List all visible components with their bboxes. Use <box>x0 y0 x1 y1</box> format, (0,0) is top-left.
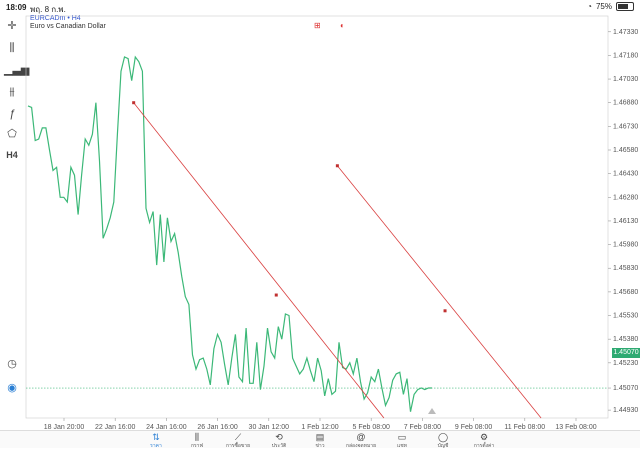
nav-item-account[interactable]: ◯ บัญชี <box>423 433 463 450</box>
trendline-anchor <box>132 101 136 105</box>
crosshair-icon[interactable]: ✛ <box>7 20 17 32</box>
price-chart[interactable]: 1.47330 1.47180 1.47030 1.46880 1.46730 1.465… <box>0 14 640 430</box>
price-series-line <box>27 55 432 412</box>
current-price-tag: 1.45070 <box>612 348 640 358</box>
timeframe-button[interactable]: H4 <box>6 150 18 160</box>
settings-icon: ⚙ <box>479 432 489 442</box>
y-tick-label: 1.45230 <box>613 360 638 367</box>
nav-item-label: แชท <box>397 443 407 449</box>
trendline-anchor <box>443 309 447 313</box>
battery-percent: 75% <box>595 2 612 11</box>
y-tick-label: 1.47330 <box>613 29 638 36</box>
one-click-icon[interactable]: ◐ <box>340 21 345 30</box>
nav-item-label: กล่องจดหมาย <box>345 443 377 449</box>
y-tick-label: 1.45680 <box>613 289 638 296</box>
y-tick-label: 1.46730 <box>613 123 638 130</box>
nav-item-mail[interactable]: @ กล่องจดหมาย <box>341 433 381 450</box>
trade-icon: ⟋ <box>234 432 242 442</box>
x-tick-label: 18 Jan 20:00 <box>44 424 85 430</box>
y-tick-label: 1.45380 <box>613 336 638 343</box>
status-time: 18:09 <box>6 3 27 12</box>
status-right: ◔ 75% <box>587 2 634 11</box>
wifi-icon: ◔ <box>587 2 592 11</box>
function-icon[interactable]: ƒ <box>8 108 16 120</box>
y-tick-label: 1.45830 <box>613 265 638 272</box>
trendline-1 <box>133 102 385 419</box>
news-icon: ▤ <box>315 432 325 442</box>
nav-item-label: ข่าว <box>315 443 325 449</box>
y-tick-label: 1.45530 <box>613 313 638 320</box>
plot-frame <box>25 15 609 419</box>
y-tick-label: 1.44930 <box>613 407 638 414</box>
y-tick-label: 1.46880 <box>613 100 638 107</box>
trendline-2 <box>337 165 542 419</box>
nav-item-news[interactable]: ▤ ข่าว <box>300 433 340 450</box>
nav-item-label: การตั้งค่า <box>473 443 495 449</box>
x-tick-label: 30 Jan 12:00 <box>249 424 290 430</box>
status-date: พฤ. 8 ก.พ. <box>30 5 66 14</box>
x-tick-label: 24 Jan 16:00 <box>146 424 187 430</box>
nav-item-chart[interactable]: ⫼ กราฟ <box>177 433 217 450</box>
symbol-description: Euro vs Canadian Dollar <box>30 23 106 30</box>
shapes-icon[interactable]: ⬠ <box>7 128 17 140</box>
nav-item-label: การซื้อขาย <box>225 443 251 449</box>
symbol-name: EURCADm • H4 <box>30 15 81 22</box>
x-tick-label: 1 Feb 12:00 <box>301 424 338 430</box>
history-icon: ⟲ <box>275 432 283 442</box>
quotes-icon: ⇅ <box>152 432 160 442</box>
indicators-icon[interactable]: ⫵ <box>9 86 15 98</box>
account-icon: ◯ <box>437 432 449 442</box>
buy-sell-icon[interactable]: ⊞ <box>314 21 321 30</box>
nav-item-settings[interactable]: ⚙ การตั้งค่า <box>464 433 504 450</box>
time-marker-icon <box>428 408 436 414</box>
nav-item-quotes[interactable]: ⇅ ราคา <box>136 433 176 450</box>
nav-item-label: บัญชี <box>437 443 449 449</box>
y-tick-label: 1.47030 <box>613 76 638 83</box>
app-logo-icon[interactable]: ◉ <box>7 382 17 394</box>
battery-icon <box>616 2 634 11</box>
symbol-header: EURCADm • H4 Euro vs Canadian Dollar <box>30 15 106 30</box>
x-tick-label: 5 Feb 08:00 <box>353 424 390 430</box>
speedometer-icon[interactable]: ◷ <box>7 358 17 370</box>
y-tick-label: 1.46280 <box>613 194 638 201</box>
y-tick-label: 1.46580 <box>613 147 638 154</box>
candles-icon[interactable]: ⫼ <box>9 42 15 54</box>
status-bar: 18:09 พฤ. 8 ก.พ. ◔ 75% <box>0 0 640 14</box>
x-tick-label: 9 Feb 08:00 <box>455 424 492 430</box>
trendline-anchor <box>335 164 339 168</box>
drawing-toolbar: ✛ ⫼ ▁▃▅ ⫵ ƒ ⬠ H4 ◷ ◉ <box>0 14 29 404</box>
nav-item-history[interactable]: ⟲ ประวัติ <box>259 433 299 450</box>
x-tick-label: 7 Feb 08:00 <box>404 424 441 430</box>
x-tick-label: 13 Feb 08:00 <box>555 424 596 430</box>
nav-item-label: ประวัติ <box>271 443 287 449</box>
mail-icon: @ <box>356 432 366 442</box>
nav-item-chat[interactable]: ▭ แชท <box>382 433 422 450</box>
x-tick-label: 22 Jan 16:00 <box>95 424 136 430</box>
bottom-nav: ⇅ ราคา ⫼ กราฟ ⟋ การซื้อขาย ⟲ ประวัติ ▤ ข่าว @ กล่อง… <box>0 430 640 450</box>
y-tick-label: 1.46130 <box>613 218 638 225</box>
x-tick-label: 11 Feb 08:00 <box>504 424 545 430</box>
x-tick-label: 26 Jan 16:00 <box>197 424 238 430</box>
y-tick-label: 1.45070 <box>613 385 638 392</box>
y-tick-label: 1.45980 <box>613 242 638 249</box>
chart-icon: ⫼ <box>194 432 200 442</box>
y-tick-label: 1.46430 <box>613 171 638 178</box>
y-tick-label: 1.47180 <box>613 52 638 59</box>
nav-item-trade[interactable]: ⟋ การซื้อขาย <box>218 433 258 450</box>
nav-item-label: กราฟ <box>190 443 204 449</box>
nav-item-label: ราคา <box>150 443 162 449</box>
trendline-anchor <box>274 293 278 297</box>
chat-icon: ▭ <box>397 432 407 442</box>
